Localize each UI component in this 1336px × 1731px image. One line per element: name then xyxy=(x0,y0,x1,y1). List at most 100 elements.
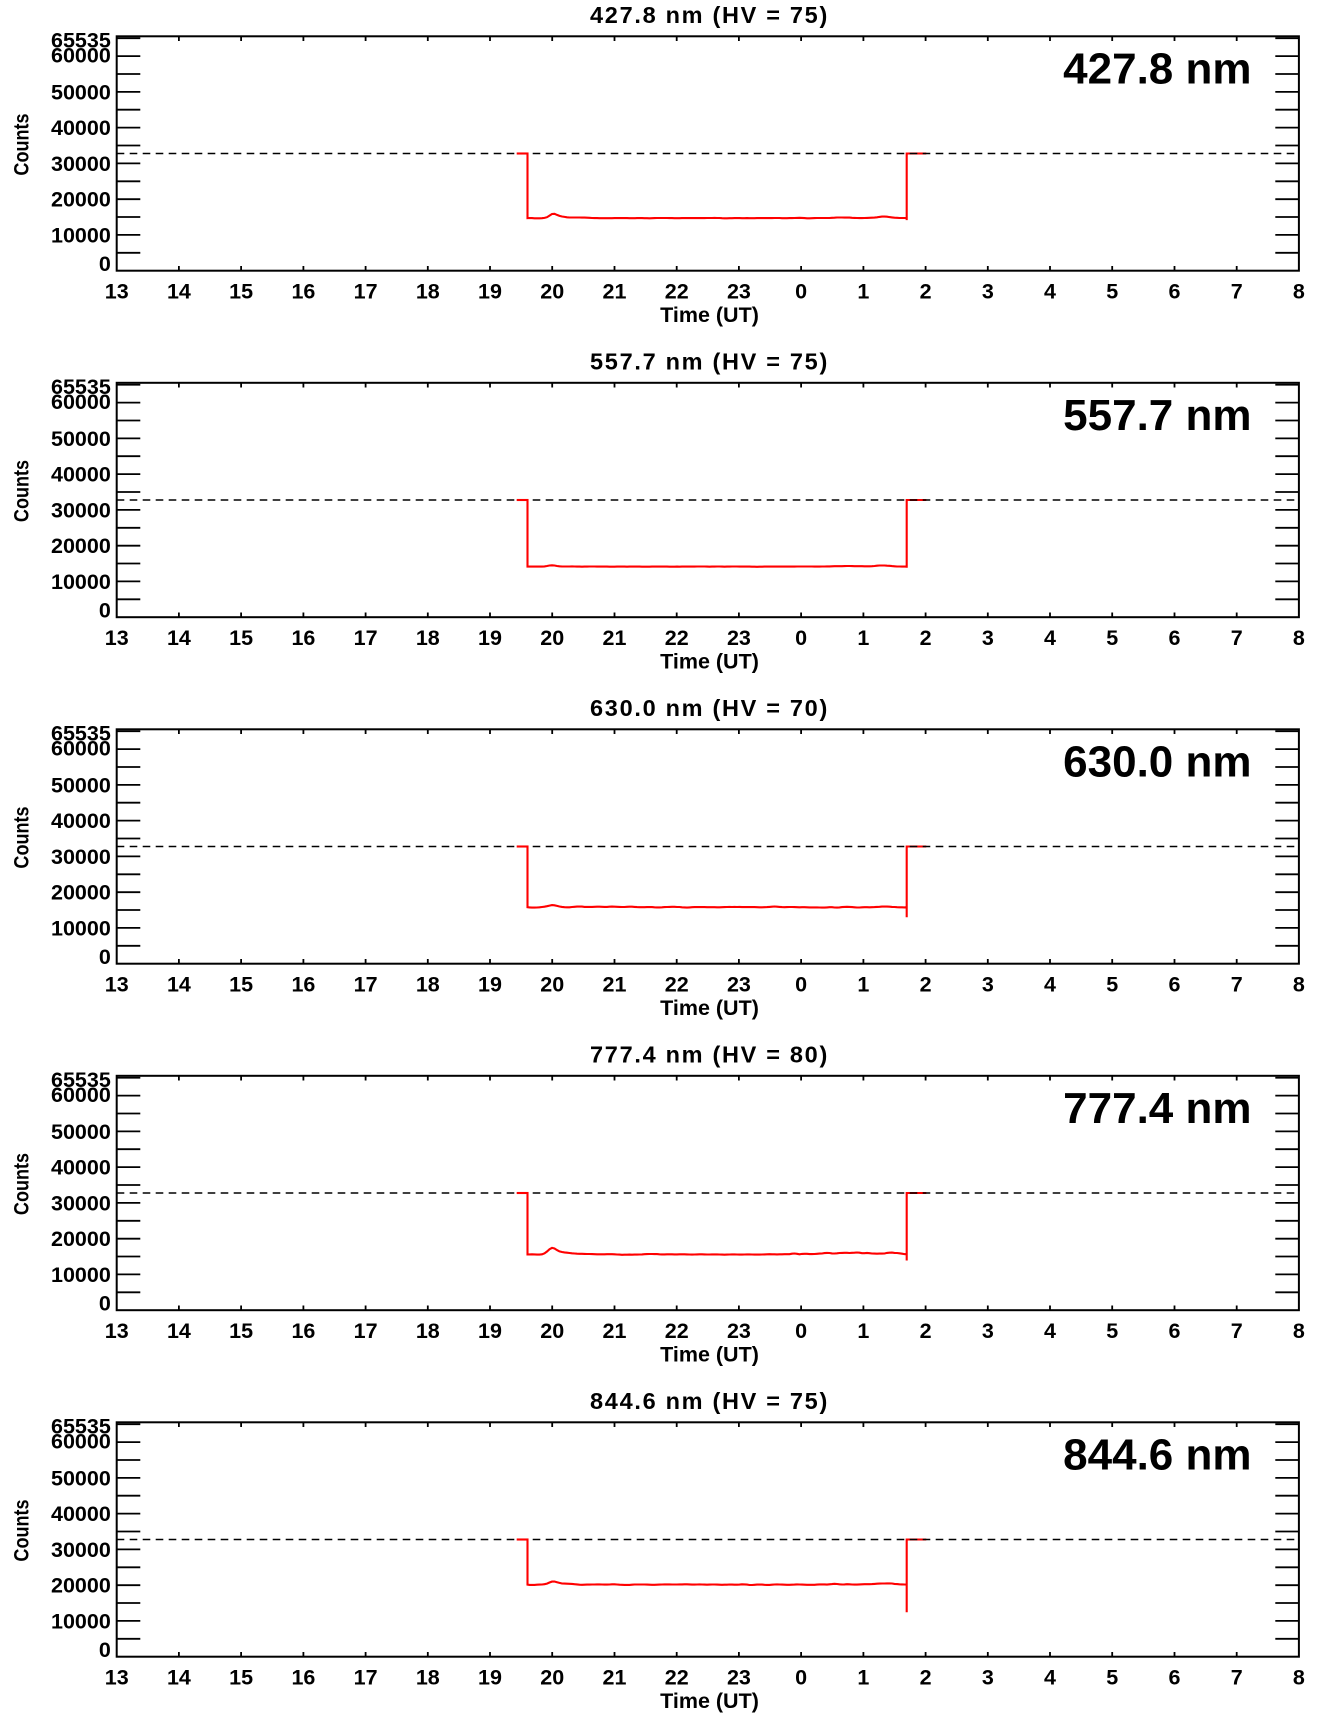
svg-text:844.6 nm: 844.6 nm xyxy=(1063,1431,1251,1480)
svg-text:17: 17 xyxy=(354,972,378,996)
svg-text:18: 18 xyxy=(416,972,440,996)
svg-text:1: 1 xyxy=(857,1665,869,1689)
svg-text:7: 7 xyxy=(1231,626,1243,650)
svg-text:40000: 40000 xyxy=(51,463,111,487)
svg-text:Time (UT): Time (UT) xyxy=(660,996,759,1020)
svg-text:14: 14 xyxy=(167,972,191,996)
svg-text:6: 6 xyxy=(1169,626,1181,650)
svg-text:4: 4 xyxy=(1044,972,1056,996)
svg-text:Counts: Counts xyxy=(10,113,34,175)
svg-text:427.8 nm (HV = 75): 427.8 nm (HV = 75) xyxy=(590,2,829,28)
svg-text:427.8 nm: 427.8 nm xyxy=(1063,45,1251,94)
svg-text:7: 7 xyxy=(1231,972,1243,996)
svg-text:40000: 40000 xyxy=(51,116,111,140)
svg-text:16: 16 xyxy=(291,1319,315,1343)
svg-text:10000: 10000 xyxy=(51,223,111,247)
svg-text:10000: 10000 xyxy=(51,1609,111,1633)
svg-text:20000: 20000 xyxy=(51,188,111,212)
svg-text:20000: 20000 xyxy=(51,1574,111,1598)
svg-text:3: 3 xyxy=(982,1665,994,1689)
svg-text:65535: 65535 xyxy=(51,375,111,399)
svg-text:20000: 20000 xyxy=(51,881,111,905)
svg-text:18: 18 xyxy=(416,1319,440,1343)
svg-text:5: 5 xyxy=(1106,626,1118,650)
svg-text:5: 5 xyxy=(1106,1665,1118,1689)
svg-text:13: 13 xyxy=(105,1319,129,1343)
svg-text:Time (UT): Time (UT) xyxy=(660,1343,759,1367)
svg-text:15: 15 xyxy=(229,626,253,650)
svg-text:3: 3 xyxy=(982,626,994,650)
svg-text:13: 13 xyxy=(105,626,129,650)
svg-text:19: 19 xyxy=(478,1665,502,1689)
svg-text:1: 1 xyxy=(857,626,869,650)
svg-text:18: 18 xyxy=(416,1665,440,1689)
svg-text:6: 6 xyxy=(1169,1665,1181,1689)
svg-text:30000: 30000 xyxy=(51,1191,111,1215)
svg-text:21: 21 xyxy=(603,972,627,996)
svg-text:Counts: Counts xyxy=(10,1153,34,1215)
svg-text:20: 20 xyxy=(540,626,564,650)
svg-text:0: 0 xyxy=(99,1292,111,1316)
svg-text:50000: 50000 xyxy=(51,773,111,797)
svg-text:3: 3 xyxy=(982,972,994,996)
svg-text:19: 19 xyxy=(478,279,502,303)
svg-text:8: 8 xyxy=(1293,279,1305,303)
svg-text:7: 7 xyxy=(1231,1665,1243,1689)
svg-text:1: 1 xyxy=(857,1319,869,1343)
svg-text:16: 16 xyxy=(291,972,315,996)
svg-text:50000: 50000 xyxy=(51,80,111,104)
svg-text:30000: 30000 xyxy=(51,152,111,176)
svg-text:2: 2 xyxy=(920,1665,932,1689)
svg-text:22: 22 xyxy=(665,972,689,996)
svg-text:21: 21 xyxy=(603,1665,627,1689)
svg-text:23: 23 xyxy=(727,1319,751,1343)
svg-text:2: 2 xyxy=(920,279,932,303)
svg-text:30000: 30000 xyxy=(51,498,111,522)
svg-text:3: 3 xyxy=(982,279,994,303)
svg-text:65535: 65535 xyxy=(51,29,111,53)
svg-text:22: 22 xyxy=(665,279,689,303)
svg-text:17: 17 xyxy=(354,279,378,303)
svg-text:60000: 60000 xyxy=(51,1083,111,1107)
svg-text:0: 0 xyxy=(99,945,111,969)
svg-text:19: 19 xyxy=(478,626,502,650)
svg-text:0: 0 xyxy=(795,279,807,303)
svg-text:22: 22 xyxy=(665,1665,689,1689)
svg-text:6: 6 xyxy=(1169,1319,1181,1343)
svg-text:844.6 nm (HV = 75): 844.6 nm (HV = 75) xyxy=(590,1388,829,1414)
svg-text:6: 6 xyxy=(1169,972,1181,996)
svg-text:23: 23 xyxy=(727,1665,751,1689)
svg-text:18: 18 xyxy=(416,279,440,303)
svg-text:8: 8 xyxy=(1293,1665,1305,1689)
svg-text:Counts: Counts xyxy=(10,806,34,868)
svg-text:30000: 30000 xyxy=(51,1538,111,1562)
svg-text:30000: 30000 xyxy=(51,845,111,869)
svg-text:Counts: Counts xyxy=(10,1499,34,1561)
svg-text:Time (UT): Time (UT) xyxy=(660,1689,759,1713)
svg-text:0: 0 xyxy=(99,599,111,623)
svg-text:65535: 65535 xyxy=(51,1068,111,1092)
svg-text:0: 0 xyxy=(795,972,807,996)
svg-text:10000: 10000 xyxy=(51,1263,111,1287)
svg-text:15: 15 xyxy=(229,972,253,996)
svg-text:1: 1 xyxy=(857,972,869,996)
svg-text:40000: 40000 xyxy=(51,1156,111,1180)
svg-text:20: 20 xyxy=(540,972,564,996)
svg-text:21: 21 xyxy=(603,279,627,303)
svg-text:16: 16 xyxy=(291,1665,315,1689)
svg-text:20: 20 xyxy=(540,279,564,303)
svg-text:20: 20 xyxy=(540,1319,564,1343)
svg-text:50000: 50000 xyxy=(51,427,111,451)
svg-text:5: 5 xyxy=(1106,972,1118,996)
svg-text:777.4 nm: 777.4 nm xyxy=(1063,1084,1251,1133)
svg-text:7: 7 xyxy=(1231,279,1243,303)
svg-text:60000: 60000 xyxy=(51,1429,111,1453)
svg-text:0: 0 xyxy=(795,1665,807,1689)
svg-text:17: 17 xyxy=(354,1665,378,1689)
svg-text:15: 15 xyxy=(229,1319,253,1343)
svg-text:15: 15 xyxy=(229,1665,253,1689)
svg-text:22: 22 xyxy=(665,626,689,650)
svg-text:23: 23 xyxy=(727,972,751,996)
svg-text:557.7 nm (HV = 75): 557.7 nm (HV = 75) xyxy=(590,349,829,375)
svg-text:60000: 60000 xyxy=(51,390,111,414)
